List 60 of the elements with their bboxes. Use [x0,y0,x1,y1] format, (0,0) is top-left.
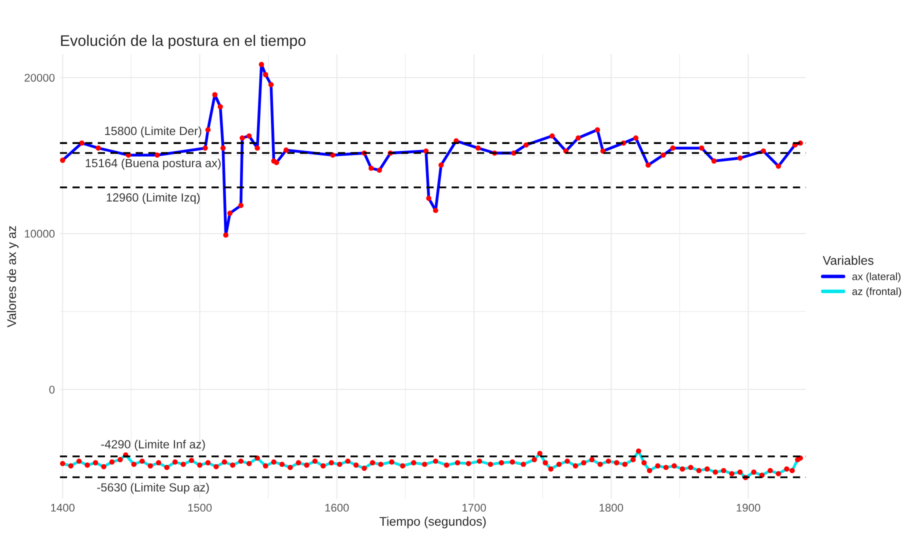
point [258,62,264,68]
y-tick-label: 0 [49,386,55,394]
point [274,160,280,166]
y-tick-label: 10000 [24,230,55,238]
x-tick-label: 1900 [736,504,760,512]
x-tick-label: 1700 [462,504,486,512]
point [284,148,289,153]
point [218,104,223,110]
ref-line-label: 15164 (Buena postura ax) [86,158,221,170]
point [376,168,382,173]
point [79,140,84,146]
point [670,145,676,151]
point [368,166,374,171]
x-tick-label: 1500 [188,504,212,512]
point [426,196,432,201]
point [699,145,704,151]
point [205,127,211,132]
point [262,72,268,78]
point [660,152,666,158]
point [438,162,444,168]
ref-line-label: 15800 (Limite Der) [105,126,202,138]
legend-label: ax (lateral) [852,272,900,282]
x-tick-label: 1600 [325,504,349,512]
point [212,92,218,98]
point [268,82,274,88]
point [476,145,481,151]
point [240,135,245,141]
point [633,135,638,141]
point [524,142,529,148]
legend-label: az (frontal) [852,287,902,298]
point [220,145,226,151]
point [600,148,606,154]
point [737,155,743,161]
ref-line-label: -5630 (Limite Sup az) [97,482,209,494]
point [96,145,101,151]
ref-line-label: -4290 (Limite Inf az) [101,440,205,451]
chart-title: Evolución de la postura en el tiempo [61,34,306,50]
point [154,152,160,158]
x-axis-title: Tiempo (segundos) [380,516,486,528]
point [776,164,782,169]
y-tick-label: 20000 [24,74,55,82]
point [223,232,228,238]
point [254,145,260,151]
legend-title: Variables [822,256,874,265]
point [646,162,651,168]
point [711,158,717,164]
point [594,127,600,132]
point [60,158,66,163]
x-tick-label: 1400 [51,504,75,512]
point [550,133,555,139]
point [246,133,252,139]
y-axis-title: Valores de ax y az [6,226,19,328]
point [760,148,766,154]
x-tick-label: 1800 [600,504,624,512]
ref-line-label: 12960 (Limite Izq) [106,192,200,204]
point [433,208,438,214]
point [202,145,208,151]
point [227,210,233,216]
point [576,135,581,141]
point [238,202,244,208]
